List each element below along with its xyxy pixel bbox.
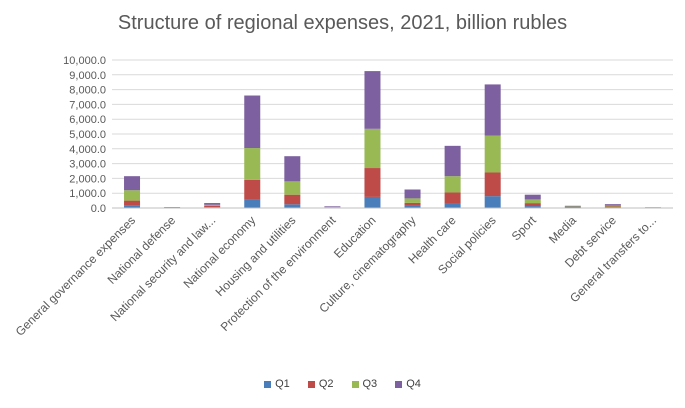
bar-segment-q2: [524, 203, 541, 207]
y-axis-ticks: 0.0 1,000.0 2,000.0 3,000.0 4,000.0 5,000.0 6,…: [63, 55, 106, 215]
legend-swatch: [351, 380, 359, 388]
bar-segment-q4: [564, 205, 581, 207]
bar-segment-q2: [124, 200, 141, 206]
bar-segment-q3: [524, 199, 541, 204]
bar-segment-q1: [364, 196, 381, 208]
x-tick-label: Media: [546, 213, 579, 246]
bar-segment-q2: [604, 206, 621, 208]
legend-label: Q2: [318, 378, 334, 390]
bar-segment-q1: [124, 205, 141, 208]
bar-segment-q1: [284, 204, 301, 208]
bar-segment-q4: [604, 204, 621, 206]
bar-segment-q4: [284, 156, 301, 182]
bar-segment-q4: [404, 189, 421, 199]
bar-segment-q1: [444, 203, 461, 208]
bar-segment-q2: [204, 206, 221, 208]
legend-item-q1: Q1: [264, 378, 290, 390]
legend: Q1 Q2 Q3 Q4: [0, 378, 685, 390]
bar-segment-q2: [284, 194, 301, 205]
y-tick-label: 3,000.0: [69, 159, 106, 171]
y-tick-label: 0.0: [91, 203, 106, 215]
bar-segment-q2: [404, 202, 421, 206]
bar-segment-q4: [204, 203, 221, 205]
bar-segment-q3: [124, 190, 141, 201]
bar-segment-q3: [364, 128, 381, 169]
legend-item-q3: Q3: [351, 378, 378, 390]
bar-segment-q1: [484, 196, 501, 208]
y-tick-label: 2,000.0: [69, 173, 106, 185]
legend-swatch: [395, 380, 403, 388]
bar-segment-q4: [444, 145, 461, 177]
y-tick-label: 8,000.0: [69, 85, 106, 97]
legend-label: Q1: [275, 378, 290, 390]
bar-segment-q2: [244, 179, 261, 200]
legend-label: Q3: [362, 378, 378, 390]
bar-segment-q4: [324, 206, 341, 207]
bar-segment-q2: [364, 168, 381, 197]
legend-label: Q4: [406, 378, 421, 390]
bar-segment-q4: [124, 176, 141, 191]
y-tick-label: 9,000.0: [69, 70, 106, 82]
bar-segment-q1: [524, 206, 541, 208]
bar-segment-q1: [404, 205, 421, 208]
bar-segment-q3: [604, 205, 621, 207]
bar-segment-q2: [444, 192, 461, 204]
bar-segment-q3: [244, 148, 261, 180]
x-tick-label: National defense: [105, 213, 179, 287]
bar-segment-q4: [364, 71, 381, 129]
x-tick-label: Sport: [509, 213, 540, 244]
legend-item-q4: Q4: [395, 378, 421, 390]
bar-segment-q4: [524, 194, 541, 200]
bar-segment-q3: [444, 176, 461, 193]
legend-swatch: [264, 380, 272, 388]
x-tick-label: National economy: [181, 213, 259, 291]
y-tick-label: 10,000.0: [63, 55, 106, 67]
bar-segment-q3: [484, 135, 501, 173]
y-tick-label: 6,000.0: [69, 114, 106, 126]
y-tick-label: 4,000.0: [69, 144, 106, 156]
bar-segment-q1: [244, 199, 261, 208]
bar-segment-q4: [484, 84, 501, 136]
y-tick-label: 1,000.0: [69, 188, 106, 200]
chart-title: Structure of regional expenses, 2021, bi…: [117, 12, 568, 34]
gridlines: [112, 59, 673, 194]
bar-segment-q3: [284, 181, 301, 195]
bar-segment-q3: [204, 204, 221, 207]
legend-swatch: [307, 380, 315, 388]
y-tick-label: 7,000.0: [69, 99, 106, 111]
bars: [124, 71, 661, 208]
legend-item-q2: Q2: [307, 378, 334, 390]
bar-segment-q3: [404, 198, 421, 203]
bar-segment-q4: [244, 95, 261, 149]
bar-segment-q2: [564, 206, 581, 208]
bar-segment-q2: [484, 172, 501, 197]
y-tick-label: 5,000.0: [69, 129, 106, 141]
